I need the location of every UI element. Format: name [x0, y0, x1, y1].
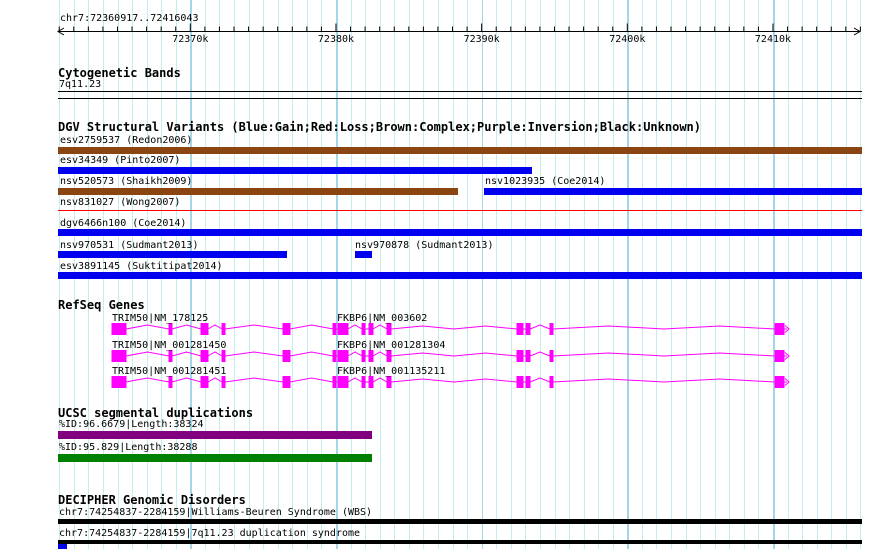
partial-feature-bar[interactable] — [58, 543, 67, 549]
dgv-variant-bar[interactable] — [58, 167, 532, 174]
segdup-label[interactable]: %ID:96.6679|Length:38324 — [59, 419, 204, 430]
decipher-disorder-bar[interactable] — [58, 540, 862, 544]
dgv-variant-label[interactable]: nsv970531 (Sudmant2013) — [60, 240, 199, 251]
section-header-dgv-structural-variants: DGV Structural Variants (Blue:Gain;Red:L… — [58, 120, 701, 134]
region-title: chr7:72360917..72416043 — [60, 13, 199, 24]
section-header-refseq-genes: RefSeq Genes — [58, 298, 145, 312]
dgv-variant-label[interactable]: nsv970878 (Sudmant2013) — [355, 240, 494, 251]
ruler — [57, 23, 861, 36]
dgv-variant-label[interactable]: dgv6466n100 (Coe2014) — [60, 218, 187, 229]
section-header-decipher-genomic-disorders: DECIPHER Genomic Disorders — [58, 493, 246, 507]
gene-label[interactable]: TRIM50|NM_178125 — [112, 313, 209, 324]
section-header-ucsc-segmental-duplications: UCSC segmental duplications — [58, 406, 254, 420]
gene-model[interactable] — [111, 376, 790, 388]
dgv-variant-label[interactable]: nsv831027 (Wong2007) — [60, 197, 181, 208]
dgv-variant-bar[interactable] — [484, 188, 862, 195]
gene-label[interactable]: FKBP6|NM_001135211 — [337, 366, 446, 377]
gene-label[interactable]: FKBP6|NM_003602 — [337, 313, 428, 324]
gene-label[interactable]: TRIM50|NM_001281451 — [112, 366, 227, 377]
axis-tick-label: 72380k — [317, 34, 355, 45]
section-header-cytogenetic-bands: Cytogenetic Bands — [58, 66, 181, 80]
segdup-bar[interactable] — [58, 454, 372, 462]
dgv-variant-label[interactable]: nsv520573 (Shaikh2009) — [60, 176, 193, 187]
gene-label[interactable]: TRIM50|NM_001281450 — [112, 340, 227, 351]
axis-tick-label: 72370k — [172, 34, 209, 45]
dgv-variant-bar[interactable] — [58, 228, 862, 236]
cytoband-label[interactable]: 7q11.23 — [59, 79, 102, 90]
dgv-variant-bar[interactable] — [58, 250, 287, 258]
dgv-variant-bar[interactable] — [58, 147, 862, 154]
segdup-bar[interactable] — [58, 431, 372, 439]
segdup-label[interactable]: %ID:95.829|Length:38288 — [59, 442, 198, 453]
dgv-variant-label[interactable]: esv2759537 (Redon2006) — [60, 135, 193, 146]
dgv-variant-label[interactable]: nsv1023935 (Coe2014) — [485, 176, 606, 187]
dgv-variant-bar[interactable] — [355, 250, 372, 258]
dgv-variant-label[interactable]: esv34349 (Pinto2007) — [60, 155, 181, 166]
gene-model[interactable] — [111, 323, 790, 335]
decipher-disorder-bar[interactable] — [58, 518, 862, 524]
gene-label[interactable]: FKBP6|NM_001281304 — [337, 340, 446, 351]
axis-tick-label: 72390k — [463, 34, 500, 45]
dgv-variant-bar[interactable] — [58, 272, 862, 279]
axis-tick-label: 72410k — [754, 34, 792, 45]
decipher-disorder-label[interactable]: chr7:74254837-2284159|Williams-Beuren Sy… — [59, 507, 373, 518]
axis-tick-label: 72400k — [609, 34, 646, 45]
dgv-variant-bar[interactable] — [58, 188, 458, 195]
cytoband-band[interactable] — [58, 91, 862, 99]
gene-model[interactable] — [111, 350, 790, 362]
dgv-variant-bar[interactable] — [58, 209, 862, 211]
dgv-variant-label[interactable]: esv3891145 (Suktitipat2014) — [60, 261, 223, 272]
decipher-disorder-label[interactable]: chr7:74254837-2284159|7q11.23 duplicatio… — [59, 528, 361, 539]
